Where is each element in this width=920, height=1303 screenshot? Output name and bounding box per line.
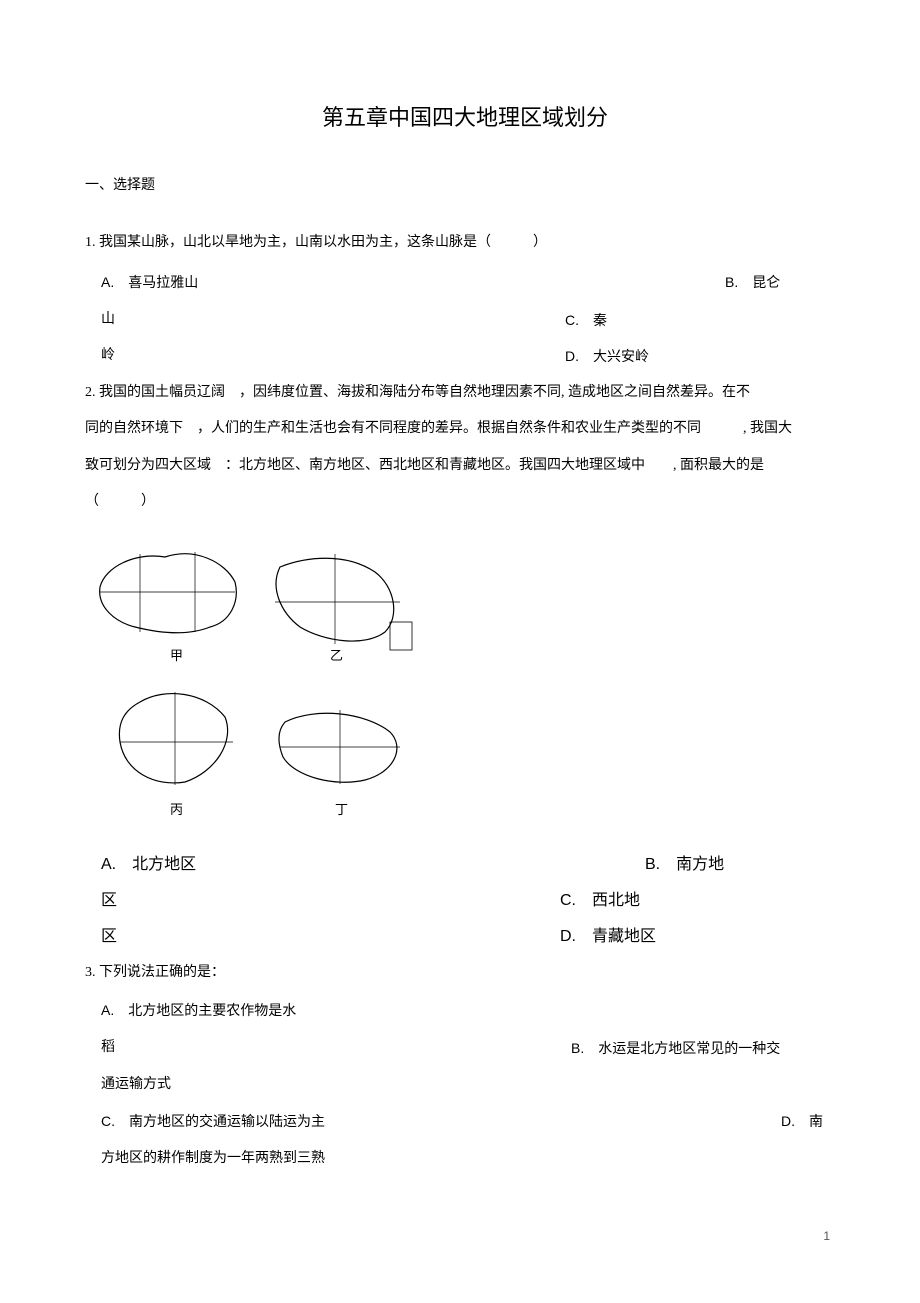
q3-D-letter: D. (781, 1113, 795, 1129)
q2-line4: （ ） (85, 484, 845, 520)
q1-D-letter: D. (565, 348, 579, 364)
q3-A-letter: A. (101, 1002, 114, 1018)
q2-D-letter: D. (560, 928, 576, 945)
q3-row3: 通运输方式 (101, 1067, 845, 1103)
label-jia: 甲 (170, 648, 183, 663)
q2-row2: 区 C. 西北地 (85, 883, 845, 919)
map-region-bing (119, 694, 227, 783)
q3-row1: A. 北方地区的主要农作物是水 (101, 992, 845, 1030)
q2-line2: 同的自然环境下 ，人们的生产和生活也会有不同程度的差异。根据自然条件和农业生产类… (85, 411, 845, 447)
q1-B-text: 昆仑 (752, 276, 780, 291)
map-region-ding (279, 714, 397, 783)
map-svg: 甲 乙 丙 丁 (85, 532, 425, 832)
q2-A-letter: A. (101, 856, 116, 873)
q1-C-cont: 岭 (101, 348, 115, 363)
page-title: 第五章中国四大地理区域划分 (85, 100, 845, 132)
q2-B: B. 南方地 (645, 847, 724, 883)
q1-row3: 岭 D. 大兴安岭 (85, 338, 845, 374)
q2-A-text: 北方地区 (132, 856, 196, 873)
q2-D: D. 青藏地区 (560, 919, 656, 955)
q3-D-text2: 方地区的耕作制度为一年两熟到三熟 (101, 1151, 325, 1166)
q1-stem: 1. 我国某山脉，山北以旱地为主，山南以水田为主，这条山脉是（ ） (85, 226, 845, 260)
q3-B-text1: 水运是北方地区常见的一种交 (598, 1042, 780, 1057)
q3-B-text2: 通运输方式 (101, 1077, 171, 1092)
q1-B-letter: B. (725, 274, 738, 290)
q1-A-letter: A. (101, 274, 114, 290)
q1-B: B. 昆仑 (725, 264, 780, 302)
q2-map-figure: 甲 乙 丙 丁 (85, 532, 845, 837)
q3-options: A. 北方地区的主要农作物是水 稻 B. 水运是北方地区常见的一种交 通运输方式… (85, 992, 845, 1178)
map-region-jia (100, 554, 237, 633)
q3-A-text1: 北方地区的主要农作物是水 (128, 1004, 296, 1019)
q2-B-letter: B. (645, 856, 660, 873)
page-container: 第五章中国四大地理区域划分 一、选择题 1. 我国某山脉，山北以旱地为主，山南以… (0, 0, 920, 1303)
label-bing: 丙 (170, 802, 183, 817)
q3-B: B. 水运是北方地区常见的一种交 (571, 1030, 780, 1068)
q2-line1: 2. 我国的国土幅员辽阔 ，因纬度位置、海拔和海陆分布等自然地理因素不同, 造成… (85, 375, 845, 411)
q1-B-cont: 山 (101, 312, 115, 327)
q2-C: C. 西北地 (560, 883, 640, 919)
q2-D-text: 青藏地区 (592, 928, 656, 945)
q1-D-text: 大兴安岭 (593, 350, 649, 365)
page-number: 1 (823, 1229, 830, 1243)
q2-B-cont: 区 (101, 892, 117, 909)
q2-C-letter: C. (560, 892, 576, 909)
q3-row5: 方地区的耕作制度为一年两熟到三熟 (101, 1141, 845, 1177)
section-heading: 一、选择题 (85, 174, 845, 194)
q2-C-cont: 区 (101, 928, 117, 945)
question-2: 2. 我国的国土幅员辽阔 ，因纬度位置、海拔和海陆分布等自然地理因素不同, 造成… (85, 375, 845, 521)
q3-B-letter: B. (571, 1040, 584, 1056)
q1-C-letter: C. (565, 312, 579, 328)
q2-row3: 区 D. 青藏地区 (85, 919, 845, 955)
q3-D: D. 南 (781, 1103, 823, 1141)
q3-row2: 稻 B. 水运是北方地区常见的一种交 (101, 1030, 845, 1066)
q1-A-text: 喜马拉雅山 (128, 276, 198, 291)
q1-D: D. 大兴安岭 (565, 338, 649, 376)
label-yi: 乙 (330, 648, 343, 663)
q3-C-letter: C. (101, 1113, 115, 1129)
question-1: 1. 我国某山脉，山北以旱地为主，山南以水田为主，这条山脉是（ ） A. 喜马拉… (85, 226, 845, 375)
q1-C-text: 秦 (593, 314, 607, 329)
q2-line3: 致可划分为四大区域 ：北方地区、南方地区、西北地区和青藏地区。我国四大地理区域中… (85, 448, 845, 484)
q1-row1: A. 喜马拉雅山 B. 昆仑 (85, 264, 845, 302)
q3-A-text2: 稻 (101, 1040, 115, 1055)
q1-row2: 山 C. 秦 (85, 302, 845, 338)
q3-row4: C. 南方地区的交通运输以陆运为主 D. 南 (101, 1103, 845, 1141)
q3-D-text1: 南 (809, 1115, 823, 1130)
q2-row1: A. 北方地区 B. 南方地 (85, 847, 845, 883)
label-ding: 丁 (335, 802, 348, 817)
q3-stem: 3. 下列说法正确的是： (85, 955, 845, 991)
q2-options: A. 北方地区 B. 南方地 区 C. 西北地 区 D. 青藏地区 (85, 847, 845, 955)
q2-B-text: 南方地 (676, 856, 724, 873)
q3-C-text: 南方地区的交通运输以陆运为主 (129, 1115, 325, 1130)
q2-C-text: 西北地 (592, 892, 640, 909)
q1-C: C. 秦 (565, 302, 607, 340)
